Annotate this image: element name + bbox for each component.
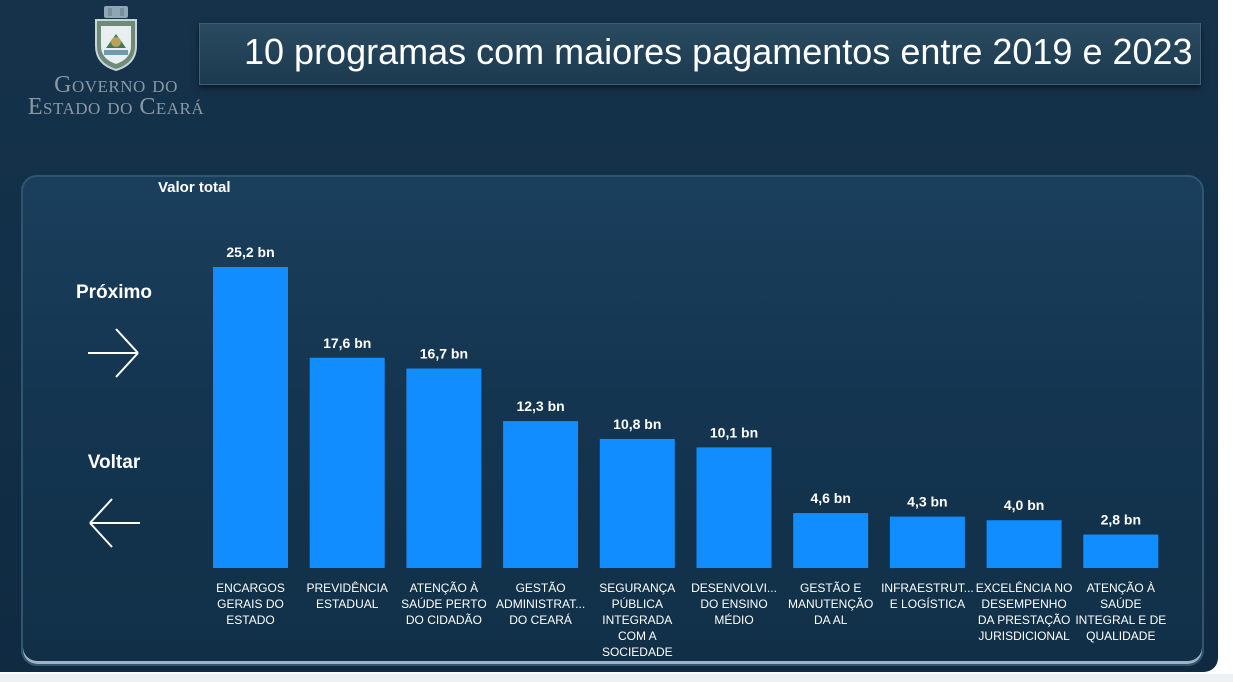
coat-of-arms-icon	[95, 6, 137, 72]
bar-8[interactable]	[889, 516, 965, 568]
logo-text-line1: Governo do	[54, 72, 178, 98]
bottom-strip	[0, 674, 1233, 682]
title-banner: 10 programas com maiores pagamentos entr…	[199, 23, 1201, 85]
bar-1[interactable]	[213, 267, 288, 568]
page-title: 10 programas com maiores pagamentos entr…	[244, 31, 1193, 72]
bar-2[interactable]	[309, 357, 385, 568]
chart-value-label: Valor total	[158, 179, 231, 196]
bar-6[interactable]	[696, 447, 772, 568]
bar-5[interactable]	[599, 439, 675, 568]
government-logo: Governo do Estado do Ceará	[26, 4, 206, 124]
bar-7[interactable]	[793, 513, 869, 568]
arrow-right-icon[interactable]	[86, 326, 142, 380]
bar-10[interactable]	[1083, 534, 1159, 568]
logo-text-line2: Estado do Ceará	[27, 94, 205, 120]
bar-3[interactable]	[406, 368, 482, 568]
next-label[interactable]: Próximo	[75, 282, 153, 303]
chart-card	[21, 175, 1204, 666]
arrow-left-icon[interactable]	[86, 496, 142, 550]
back-label[interactable]: Voltar	[87, 452, 141, 473]
bar-4[interactable]	[503, 421, 579, 568]
bar-9[interactable]	[986, 520, 1062, 568]
